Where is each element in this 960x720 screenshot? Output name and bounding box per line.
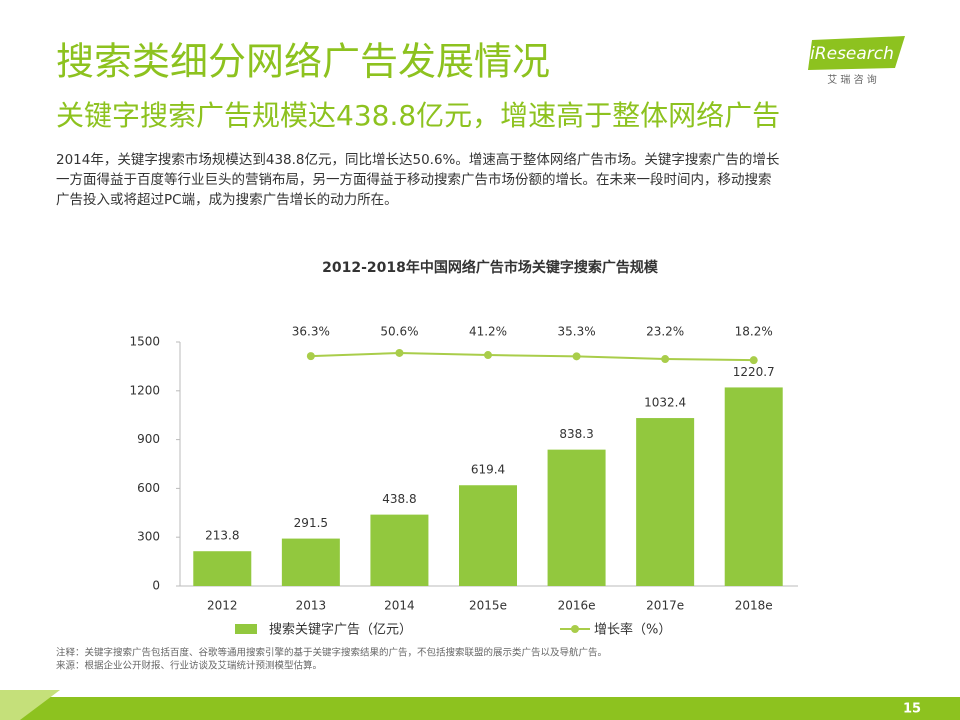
bar	[370, 514, 429, 586]
x-tick-label: 2017e	[646, 599, 684, 613]
footer-bar	[0, 697, 960, 720]
x-tick-label: 2016e	[558, 599, 596, 613]
bar-label: 838.3	[559, 427, 593, 441]
footer-accent	[0, 690, 60, 720]
bar	[547, 449, 606, 586]
x-tick-label: 2012	[207, 599, 238, 613]
line-point	[395, 348, 404, 357]
legend-label: 搜索关键字广告（亿元）	[269, 623, 412, 638]
x-tick-label: 2014	[384, 599, 415, 613]
bar-label: 213.8	[205, 529, 239, 543]
line-point	[749, 356, 758, 365]
bar	[193, 551, 252, 586]
paragraph-line: 广告投入或将超过PC端，成为搜索广告增长的动力所在。	[56, 192, 398, 208]
line-label: 41.2%	[469, 325, 507, 339]
y-tick-label: 1500	[129, 335, 160, 349]
chart-title: 2012-2018年中国网络广告市场关键字搜索广告规模	[322, 259, 659, 276]
bar	[281, 538, 340, 586]
slide-title: 搜索类细分网络广告发展情况	[56, 40, 550, 84]
x-tick-label: 2015e	[469, 599, 507, 613]
y-tick-label: 600	[137, 481, 160, 495]
line-point	[484, 351, 492, 360]
logo-subtext: 艾 瑞 咨 询	[827, 73, 877, 86]
note: 注释：关键字搜索广告包括百度、谷歌等通用搜索引擎的基于关键字搜索结果的广告，不包…	[56, 647, 607, 659]
y-tick-label: 300	[137, 530, 160, 544]
bar-label: 291.5	[294, 516, 328, 530]
y-tick-label: 1200	[129, 383, 160, 397]
slide-subtitle: 关键字搜索广告规模达438.8亿元，增速高于整体网络广告	[56, 99, 780, 132]
bar-label: 438.8	[382, 492, 416, 506]
line-point	[572, 352, 581, 361]
bar-label: 619.4	[471, 463, 505, 477]
logo-text: iResearch	[810, 44, 894, 64]
bar-label: 1032.4	[644, 396, 686, 410]
line-label: 23.2%	[646, 325, 684, 339]
line-label: 35.3%	[558, 325, 596, 339]
growth-line	[310, 351, 754, 362]
line-point	[661, 355, 670, 364]
line-label: 50.6%	[380, 325, 418, 339]
legend-marker	[571, 625, 579, 633]
line-label: 18.2%	[735, 325, 773, 339]
bar	[724, 387, 783, 586]
note: 来源：根据企业公开财报、行业访谈及艾瑞统计预测模型估算。	[56, 660, 322, 672]
bar-label: 1220.7	[733, 365, 775, 379]
y-tick-label: 900	[137, 432, 160, 446]
paragraph-line: 一方面得益于百度等行业巨头的营销布局，另一方面得益于移动搜索广告市场份额的增长。…	[56, 171, 772, 188]
legend-swatch	[235, 624, 257, 634]
y-tick-label: 0	[152, 579, 160, 593]
bar	[459, 485, 517, 586]
line-point	[306, 352, 315, 361]
legend-label: 增长率（%）	[594, 622, 671, 638]
bar	[636, 418, 695, 586]
x-tick-label: 2018e	[735, 599, 773, 613]
line-label: 36.3%	[292, 325, 330, 339]
x-tick-label: 2013	[296, 599, 327, 613]
page-number: 15	[903, 702, 921, 717]
paragraph-line: 2014年，关键字搜索市场规模达到438.8亿元，同比增长达50.6%。增速高于…	[56, 151, 780, 168]
logo-shape	[808, 36, 905, 70]
